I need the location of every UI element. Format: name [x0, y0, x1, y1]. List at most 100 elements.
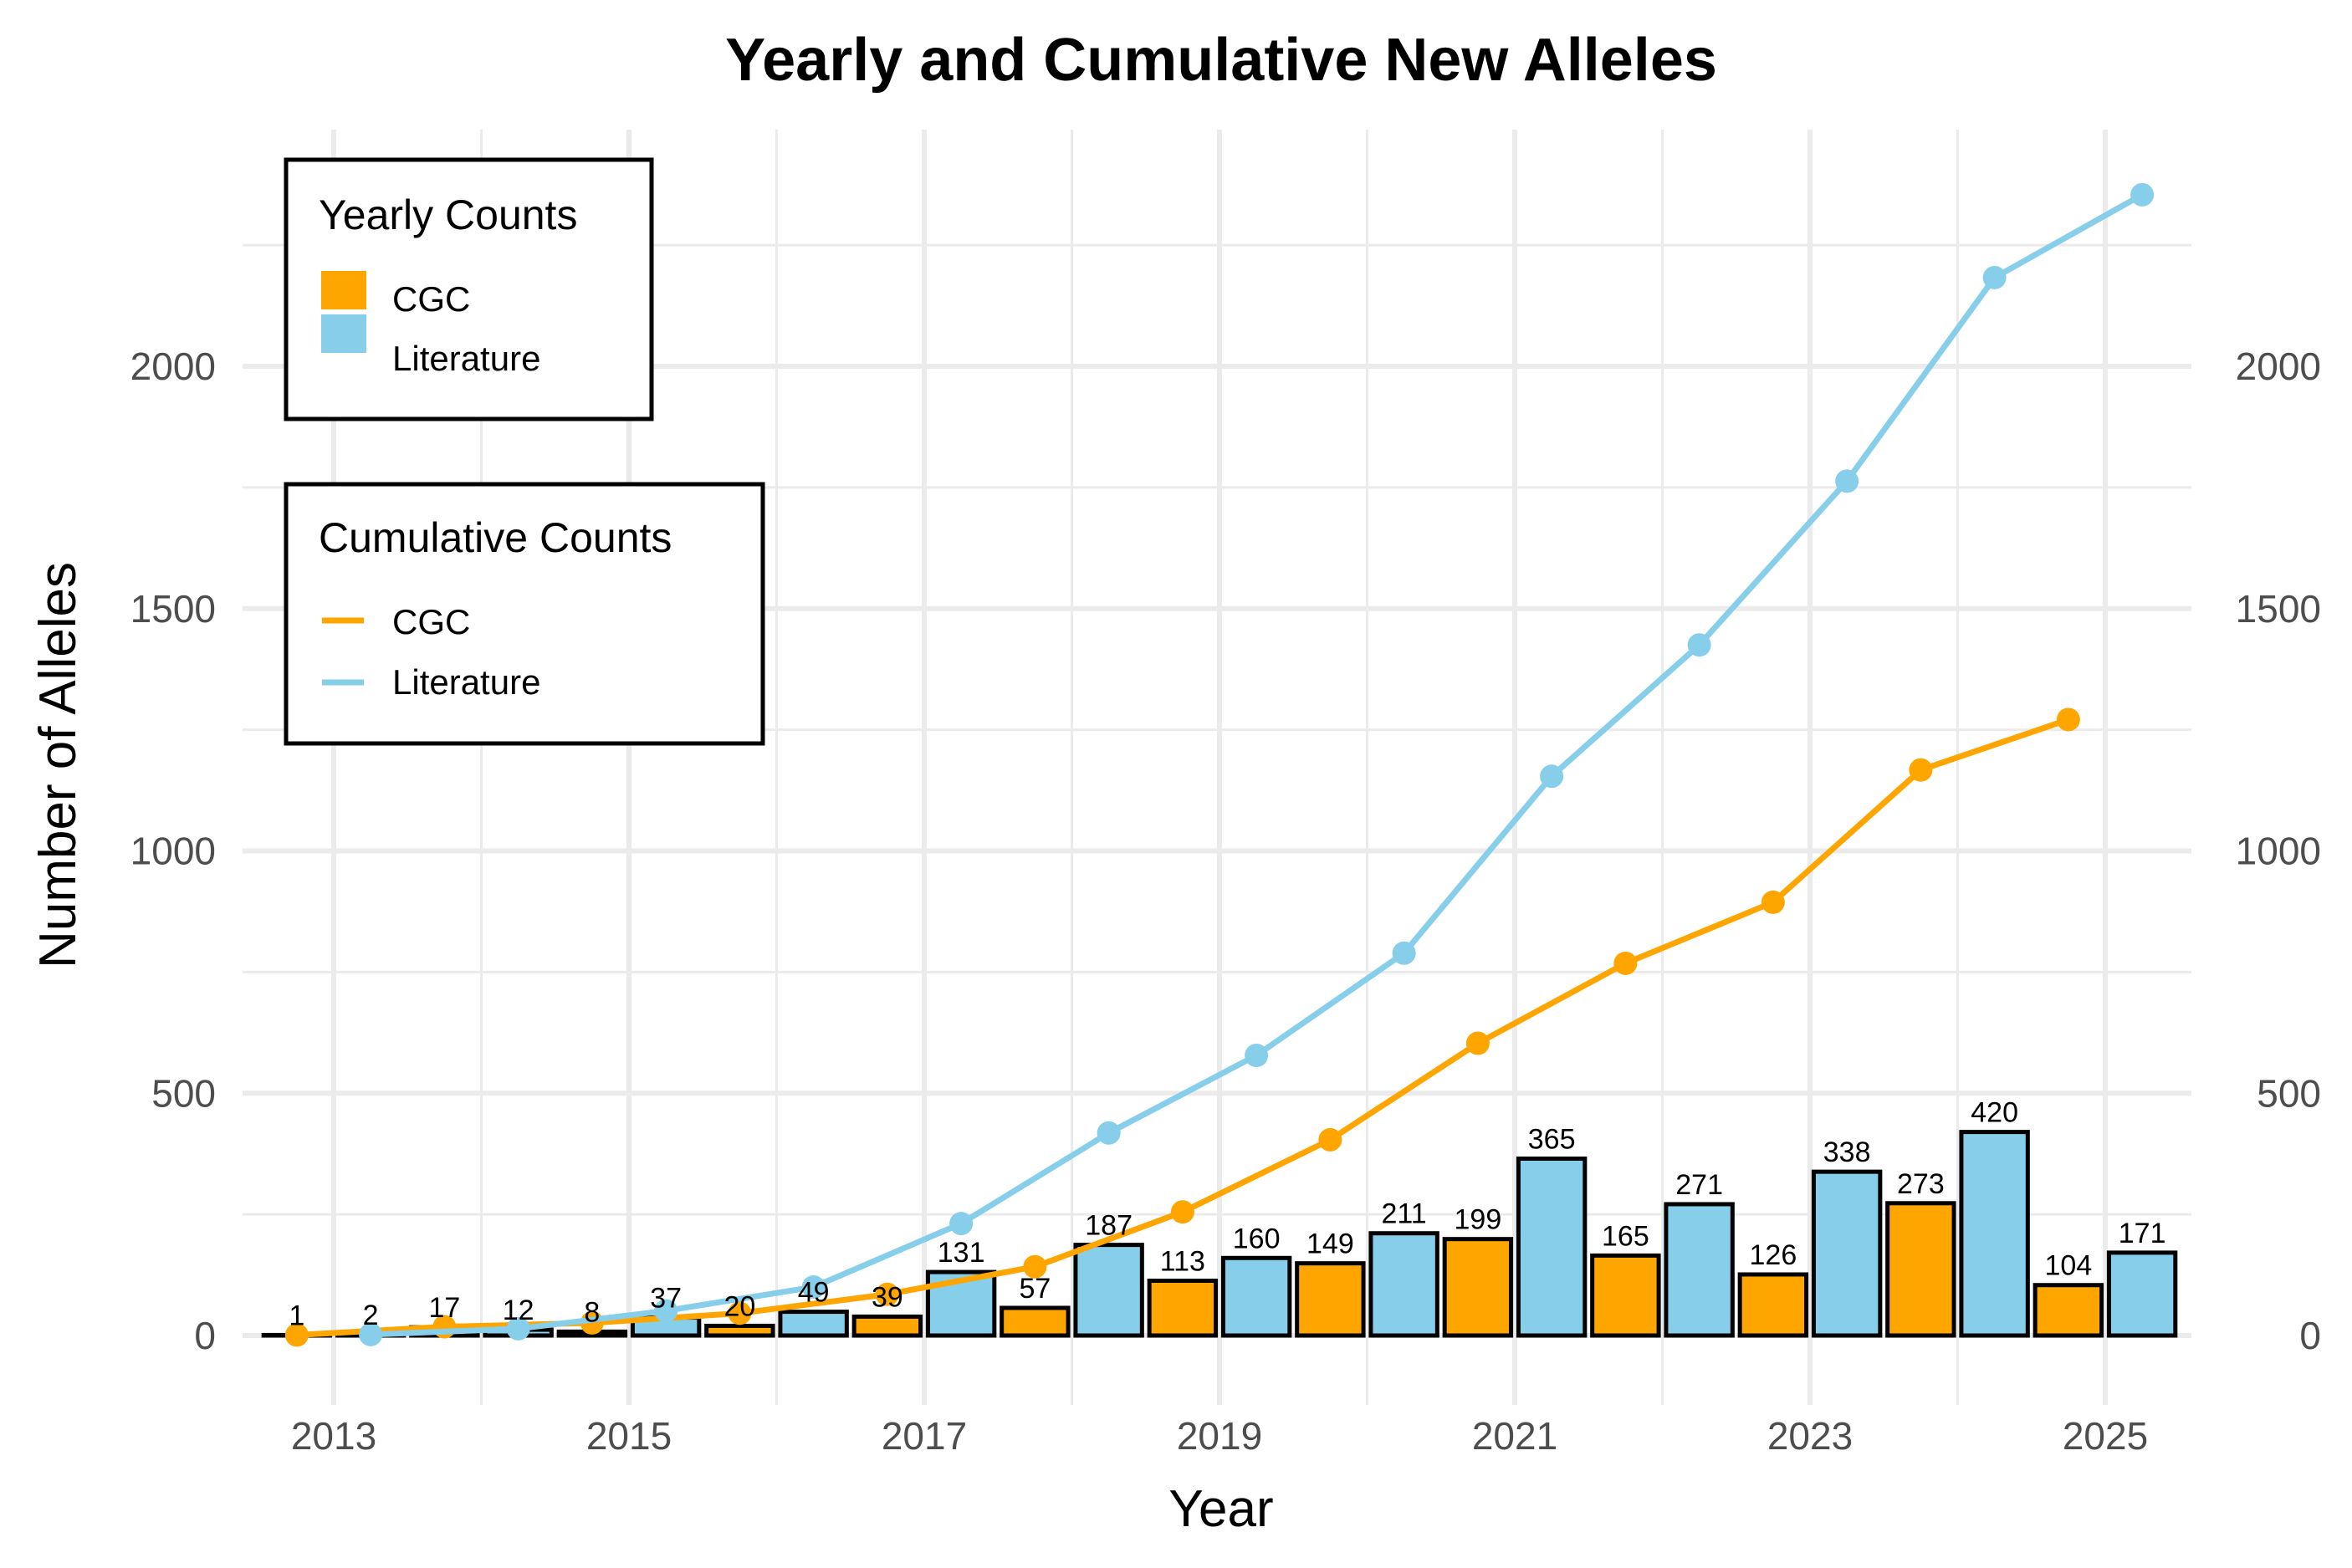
cumulative-point-literature-2021 — [1540, 764, 1564, 789]
bar-value-label: 365 — [1528, 1123, 1576, 1155]
y-axis-title: Number of Alleles — [29, 562, 87, 968]
cumulative-line-cgc — [296, 717, 2070, 1338]
cumulative-point-literature-2014 — [506, 1316, 530, 1341]
bar-value-label: 20 — [723, 1290, 755, 1322]
legend-swatch-literature — [321, 314, 366, 353]
y-tick-label-right: 500 — [2257, 1071, 2321, 1115]
cumulative-point-cgc-2024 — [1909, 758, 1933, 782]
legend-label-cgc: CGC — [392, 279, 470, 319]
cumulative-point-literature-2023 — [1835, 469, 1859, 493]
cumulative-point-cgc-2023 — [1761, 890, 1785, 914]
bar-value-label: 2 — [363, 1300, 379, 1331]
cumulative-point-literature-2016 — [801, 1275, 826, 1300]
bar-literature-2022 — [1664, 1202, 1735, 1338]
bar-cgc-2022 — [1590, 1253, 1661, 1338]
bar-cgc-2018 — [1000, 1305, 1071, 1338]
cumulative-point-cgc-2017 — [875, 1282, 899, 1306]
bar-literature-2021 — [1516, 1156, 1588, 1338]
cumulative-point-literature-2018 — [1097, 1121, 1121, 1145]
y-tick-label-left: 0 — [194, 1314, 216, 1357]
bar-value-label: 187 — [1085, 1210, 1133, 1242]
bar-value-label: 37 — [650, 1283, 682, 1315]
bar-cgc-2019 — [1147, 1279, 1219, 1338]
bar-value-label: 39 — [872, 1281, 903, 1313]
bar-cgc-2025 — [2032, 1283, 2104, 1338]
y-tick-label-left: 1500 — [130, 587, 216, 631]
bar-value-label: 171 — [2119, 1218, 2166, 1249]
x-tick-label: 2017 — [882, 1414, 967, 1458]
cumulative-point-literature-2015 — [654, 1299, 678, 1323]
x-tick-label: 2015 — [586, 1414, 672, 1458]
y-tick-label-left: 500 — [151, 1071, 216, 1115]
bar-cgc-2017 — [851, 1314, 923, 1338]
x-tick-label: 2025 — [2063, 1414, 2148, 1458]
legend-label-cgc: CGC — [392, 602, 470, 641]
y-axis-left: 0 500 1000 1500 2000 — [130, 345, 216, 1357]
legend-yearly-counts: Yearly Counts CGC Literature — [284, 157, 654, 421]
cumulative-point-cgc-2025 — [2056, 707, 2080, 732]
cumulative-point-cgc-2019 — [1170, 1200, 1194, 1224]
chart-title: Yearly and Cumulative New Alleles — [725, 27, 1717, 94]
y-axis-right: 0 500 1000 1500 2000 — [2236, 345, 2321, 1357]
bar-cgc-2024 — [1885, 1201, 1956, 1338]
bar-value-label: 17 — [428, 1292, 460, 1324]
cumulative-point-literature-2020 — [1392, 941, 1416, 965]
bar-value-label: 12 — [503, 1295, 534, 1326]
bar-value-label: 160 — [1233, 1223, 1281, 1254]
bar-value-label: 420 — [1971, 1097, 2018, 1129]
bar-value-label: 338 — [1823, 1136, 1871, 1168]
bar-value-label: 271 — [1675, 1169, 1723, 1201]
x-tick-label: 2021 — [1472, 1414, 1557, 1458]
cumulative-point-cgc-2018 — [1023, 1254, 1047, 1279]
bar-value-label: 104 — [2045, 1250, 2093, 1282]
cumulative-point-literature-2017 — [949, 1212, 974, 1236]
bar-value-label: 273 — [1897, 1168, 1945, 1200]
bars — [261, 1130, 2178, 1338]
bar-cgc-2023 — [1737, 1272, 1809, 1338]
cumulative-point-cgc-2022 — [1613, 951, 1638, 975]
cumulative-point-literature-2024 — [1982, 265, 2007, 289]
cumulative-lines — [284, 182, 2155, 1347]
legend-title: Yearly Counts — [319, 192, 577, 238]
bar-value-label: 57 — [1019, 1273, 1051, 1305]
cumulative-point-cgc-2013 — [284, 1323, 309, 1347]
cumulative-point-cgc-2020 — [1318, 1127, 1342, 1152]
bar-literature-2016 — [778, 1310, 849, 1338]
x-tick-label: 2013 — [291, 1414, 376, 1458]
bar-value-label: 8 — [584, 1296, 600, 1328]
legend-box — [284, 482, 765, 746]
cumulative-point-literature-2025 — [2130, 182, 2155, 207]
y-tick-label-left: 1000 — [130, 830, 216, 873]
cumulative-point-literature-2013 — [359, 1322, 383, 1346]
bar-literature-2019 — [1220, 1255, 1292, 1338]
y-tick-label-right: 0 — [2299, 1314, 2321, 1357]
bar-cgc-2020 — [1295, 1261, 1366, 1338]
y-tick-label-right: 1000 — [2236, 830, 2321, 873]
x-axis-title: Year — [1168, 1480, 1273, 1538]
legend-cumulative-counts: Cumulative Counts CGC Literature — [284, 482, 765, 746]
cumulative-point-literature-2022 — [1687, 633, 1711, 657]
bar-literature-2018 — [1073, 1243, 1144, 1338]
bar-value-label: 211 — [1382, 1198, 1427, 1230]
bar-literature-2024 — [1959, 1130, 2030, 1338]
bar-literature-2025 — [2106, 1250, 2178, 1338]
bar-value-label: 131 — [938, 1237, 985, 1269]
y-tick-label-left: 2000 — [130, 345, 216, 388]
legend-title: Cumulative Counts — [319, 514, 672, 561]
y-tick-label-right: 2000 — [2236, 345, 2321, 388]
bar-value-label: 165 — [1602, 1220, 1649, 1252]
bar-value-label: 49 — [798, 1277, 830, 1309]
cumulative-point-literature-2019 — [1245, 1044, 1269, 1068]
bar-value-label: 1 — [289, 1300, 304, 1331]
x-tick-label: 2023 — [1767, 1414, 1853, 1458]
y-tick-label-right: 1500 — [2236, 587, 2321, 631]
bar-value-label: 199 — [1455, 1204, 1502, 1236]
bar-literature-2023 — [1811, 1169, 1883, 1338]
bar-value-label: 149 — [1306, 1228, 1354, 1260]
x-tick-label: 2019 — [1177, 1414, 1262, 1458]
legend-label-literature: Literature — [392, 662, 540, 702]
bar-cgc-2021 — [1442, 1237, 1514, 1338]
bar-literature-2020 — [1368, 1231, 1439, 1338]
cumulative-point-cgc-2016 — [728, 1301, 752, 1325]
